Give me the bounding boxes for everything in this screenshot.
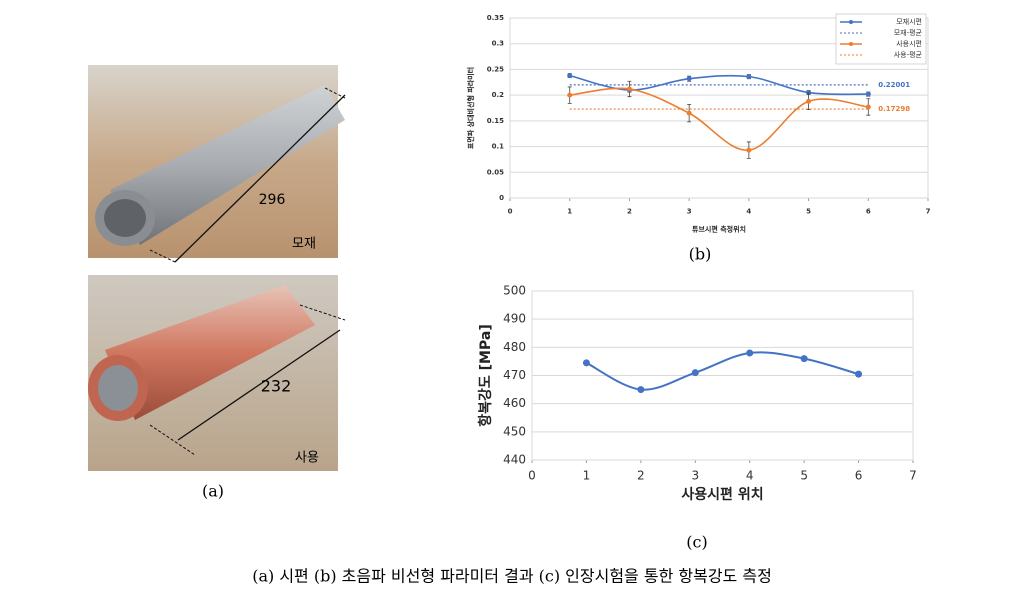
data-point — [865, 91, 871, 97]
x-tick-label: 0 — [528, 469, 536, 483]
y-tick-label: 450 — [503, 424, 526, 438]
x-tick-label: 7 — [926, 208, 931, 216]
y-tick-label: 0.25 — [487, 65, 504, 73]
data-point — [567, 73, 573, 79]
series-line — [569, 74, 869, 96]
data-point — [746, 349, 754, 357]
x-tick-label: 3 — [691, 469, 699, 483]
legend-label: 사용시편 — [896, 39, 922, 48]
legend-label: 모재시편 — [896, 17, 922, 26]
y-tick-label: 470 — [503, 368, 526, 382]
legend-label: 모재-평균 — [894, 28, 923, 37]
y-tick-label: 0.3 — [492, 40, 505, 48]
data-point — [806, 98, 812, 104]
y-tick-label: 0.15 — [487, 117, 504, 125]
x-tick-label: 3 — [687, 208, 692, 216]
figure-caption: (a) 시편 (b) 초음파 비선형 파라미터 결과 (c) 인장시험을 통한 … — [252, 567, 772, 586]
y-tick-label: 0.35 — [487, 14, 504, 22]
y-tick-label: 0 — [499, 194, 504, 202]
x-tick-label: 2 — [637, 469, 645, 483]
y-tick-label: 480 — [503, 340, 526, 354]
y-tick-label: 490 — [503, 312, 526, 326]
x-tick-label: 1 — [567, 208, 572, 216]
data-point — [855, 370, 863, 378]
data-point — [865, 104, 871, 110]
x-tick-label: 7 — [909, 469, 917, 483]
y-tick-label: 0.1 — [492, 143, 505, 151]
plot-border — [509, 17, 929, 199]
legend-marker — [849, 42, 853, 46]
legend-label: 사용-평균 — [894, 50, 923, 59]
specimen-label: 모재 — [292, 237, 316, 252]
y-axis-label: 표면파 상대비선형 파라미터 — [466, 67, 475, 149]
length-label: 296 — [259, 192, 286, 208]
series-line — [569, 87, 869, 151]
series-line — [585, 351, 859, 391]
x-axis-label: 튜브시편 측정위치 — [692, 225, 746, 234]
x-tick-label: 5 — [806, 208, 811, 216]
data-point — [806, 90, 812, 96]
photo-used-pipe: 232 사용 — [88, 275, 346, 471]
plot-border — [531, 290, 914, 461]
x-tick-label: 4 — [746, 208, 751, 216]
x-axis-label: 사용시편 위치 — [681, 486, 763, 503]
data-point — [626, 86, 632, 92]
panel-caption: (b) — [689, 245, 712, 264]
x-tick-label: 1 — [583, 469, 591, 483]
data-point — [746, 74, 752, 80]
x-tick-label: 5 — [800, 469, 808, 483]
specimen-label: 사용 — [295, 451, 319, 466]
x-tick-label: 4 — [746, 469, 754, 483]
data-point — [582, 359, 590, 367]
data-point — [567, 92, 573, 98]
y-tick-label: 500 — [503, 284, 526, 298]
panel-caption: (a) — [202, 482, 224, 501]
x-tick-label: 0 — [508, 208, 513, 216]
data-point — [686, 76, 692, 82]
mean-label: 0.22001 — [878, 81, 910, 89]
data-point — [637, 386, 645, 394]
y-tick-label: 0.2 — [492, 91, 505, 99]
y-tick-label: 0.05 — [487, 168, 504, 176]
data-point — [686, 110, 692, 116]
data-point — [746, 147, 752, 153]
x-tick-label: 6 — [855, 469, 863, 483]
y-axis-label: 항복강도 [MPa] — [477, 324, 494, 426]
mean-label: 0.17298 — [878, 105, 910, 113]
y-tick-label: 460 — [503, 396, 526, 410]
legend-marker — [849, 20, 853, 24]
x-tick-label: 2 — [627, 208, 632, 216]
x-tick-label: 6 — [866, 208, 871, 216]
data-point — [800, 355, 808, 363]
y-tick-label: 440 — [503, 453, 526, 467]
data-point — [691, 369, 699, 377]
photo-base-pipe: 296 모재 — [88, 65, 346, 263]
length-label: 232 — [261, 377, 292, 396]
panel-caption: (c) — [686, 533, 707, 552]
